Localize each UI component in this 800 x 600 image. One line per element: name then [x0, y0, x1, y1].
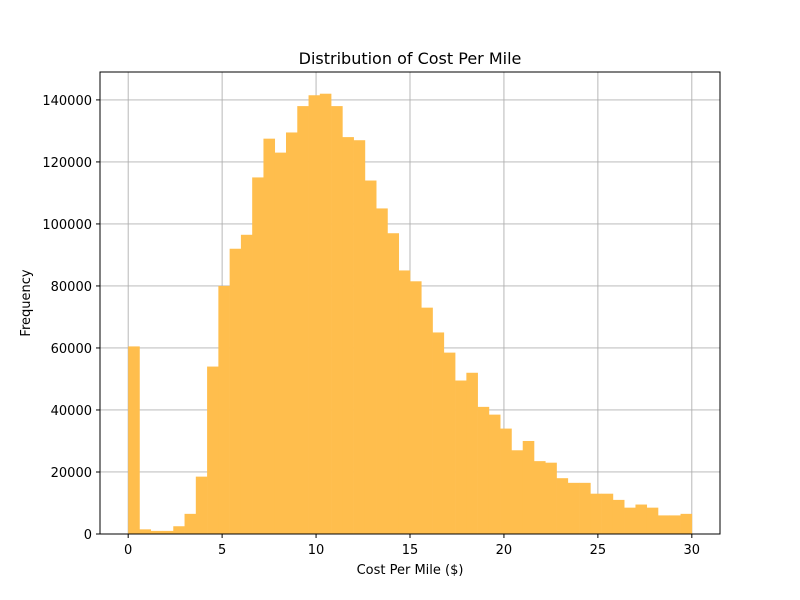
- histogram-bar: [646, 507, 659, 534]
- grid-lines: [100, 72, 720, 535]
- y-tick-label: 100000: [42, 218, 92, 233]
- histogram-bar: [150, 530, 163, 534]
- histogram-bar: [308, 95, 321, 534]
- x-tick-label: 15: [402, 543, 419, 558]
- histogram-bar: [229, 248, 242, 534]
- histogram-bar: [364, 180, 377, 534]
- histogram-bar: [319, 93, 332, 534]
- x-tick-label: 5: [218, 543, 226, 558]
- histogram-bar: [263, 138, 276, 534]
- histogram-bar: [658, 515, 670, 534]
- histogram-bar: [477, 406, 490, 534]
- histogram-bar: [353, 140, 366, 534]
- histogram-bar: [240, 234, 253, 535]
- x-axis-label: Cost Per Mile ($): [357, 563, 464, 578]
- histogram-bar: [376, 208, 388, 534]
- x-tick-label: 0: [124, 543, 132, 558]
- histogram-bar: [455, 380, 467, 534]
- x-tick-label: 30: [684, 543, 701, 558]
- histogram-bar: [195, 476, 208, 534]
- y-tick-label: 40000: [51, 404, 92, 419]
- x-tick-label: 10: [308, 543, 325, 558]
- histogram-bar: [612, 499, 625, 534]
- y-tick-label: 140000: [42, 94, 92, 109]
- histogram-bar: [410, 281, 422, 534]
- histogram-bar: [443, 352, 456, 534]
- histogram-bar: [579, 482, 591, 534]
- chart-title: Distribution of Cost Per Mile: [299, 49, 522, 68]
- y-tick-label: 80000: [51, 280, 92, 295]
- histogram-bar: [556, 478, 569, 534]
- histogram-bar: [286, 132, 298, 535]
- histogram-bar: [421, 307, 433, 534]
- histogram-bar: [218, 285, 230, 534]
- histogram-bar: [669, 515, 681, 534]
- y-tick-label: 60000: [51, 342, 92, 357]
- histogram-bar: [139, 529, 152, 534]
- histogram-bar: [252, 177, 264, 534]
- x-tick-label: 25: [590, 543, 607, 558]
- histogram-bar: [207, 366, 219, 534]
- y-axis-label: Frequency: [19, 269, 34, 336]
- histogram-bar: [274, 152, 287, 535]
- histogram-bar: [488, 414, 501, 534]
- histogram-bar: [128, 346, 140, 534]
- histogram-bar: [522, 440, 535, 534]
- histogram-bar: [331, 106, 343, 534]
- histogram-bar: [601, 493, 614, 534]
- histogram-bar: [398, 270, 411, 534]
- histogram-bar: [590, 493, 602, 534]
- histogram-bar: [500, 428, 512, 534]
- histogram-bars: [128, 93, 693, 535]
- histogram-bar: [511, 450, 524, 534]
- x-axis-ticks: 0 5 10 15 20 25 30: [124, 534, 700, 558]
- histogram-bar: [184, 513, 197, 534]
- y-tick-label: 20000: [51, 466, 92, 481]
- histogram-bar: [387, 233, 400, 534]
- y-tick-label: 120000: [42, 156, 92, 171]
- histogram-bar: [432, 332, 445, 534]
- histogram-bar: [297, 106, 309, 534]
- histogram-bar: [624, 507, 636, 534]
- histogram-bar: [534, 461, 546, 534]
- histogram-bar: [173, 526, 185, 534]
- histogram-bar: [680, 513, 693, 534]
- histogram-bar: [162, 530, 174, 534]
- histogram-bar: [545, 462, 557, 534]
- histogram-bar: [342, 137, 354, 535]
- histogram-bar: [635, 504, 648, 534]
- histogram-bar: [567, 482, 580, 534]
- histogram-bar: [466, 372, 478, 534]
- y-tick-label: 0: [84, 528, 92, 543]
- y-axis-ticks: 0 20000 40000 60000 80000 100000 120000 140000: [42, 94, 100, 543]
- x-tick-label: 20: [496, 543, 513, 558]
